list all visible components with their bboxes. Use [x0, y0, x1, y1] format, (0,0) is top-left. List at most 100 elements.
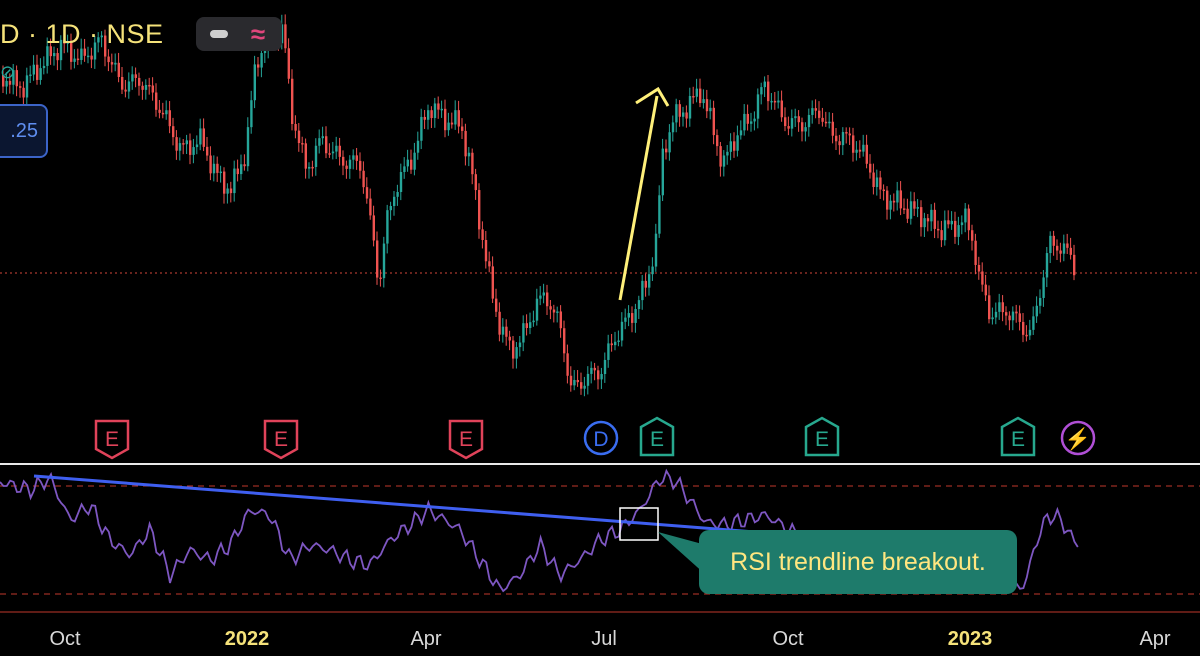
candle-body: [36, 64, 39, 80]
candle-body: [937, 228, 940, 231]
candle-body: [882, 189, 885, 192]
annotation-callout[interactable]: RSI trendline breakout.: [699, 530, 1017, 594]
candle-body: [66, 42, 69, 44]
candle-body: [964, 208, 967, 223]
wave-button[interactable]: ≈: [243, 21, 273, 47]
candle-body: [1039, 297, 1042, 306]
event-marker-shape: [804, 416, 840, 457]
event-marker-shape: [639, 416, 675, 457]
candle-body: [804, 127, 807, 132]
candle-body: [433, 103, 437, 119]
candle-body: [654, 233, 658, 267]
candle-body: [573, 379, 576, 386]
candle-body: [389, 206, 392, 211]
candle-body: [165, 110, 168, 115]
candle-body: [872, 172, 875, 188]
collapse-button[interactable]: [204, 21, 234, 47]
candle-body: [1035, 305, 1038, 317]
candle-body: [824, 121, 828, 124]
candle-body: [627, 313, 630, 318]
candle-body: [977, 264, 981, 272]
candle-body: [620, 321, 624, 341]
candle-body: [1028, 329, 1032, 336]
candle-body: [736, 135, 739, 151]
candle-body: [287, 48, 290, 79]
candle-body: [1005, 312, 1008, 316]
candle-body: [8, 80, 12, 85]
symbol-interval-exchange[interactable]: D · 1D · NSE: [0, 18, 164, 49]
candle-body: [1018, 313, 1021, 322]
indicator-toggle[interactable]: ≈: [195, 17, 282, 51]
minus-icon: [210, 30, 229, 38]
candle-body: [535, 298, 539, 321]
candle-body: [773, 100, 777, 103]
candle-body: [991, 317, 994, 320]
candle-body: [733, 141, 736, 151]
candle-body: [695, 88, 698, 97]
settings-glyph-icon[interactable]: ⊘: [0, 62, 16, 82]
candle-body: [158, 109, 161, 113]
event-marker-shape: [583, 420, 619, 456]
candle-body: [529, 322, 532, 329]
candle-body: [501, 326, 505, 335]
candle-body: [19, 86, 22, 88]
candle-body: [644, 280, 647, 288]
candle-body: [124, 89, 127, 92]
candle-body: [896, 190, 899, 203]
candle-body: [488, 261, 491, 267]
candle-body: [790, 118, 794, 129]
x-axis-label: 2022: [224, 628, 270, 650]
candle-body: [716, 135, 719, 147]
candle-body: [464, 130, 467, 157]
candle-body: [206, 146, 209, 156]
price-label-box: .25: [0, 104, 48, 158]
candle-body: [80, 48, 83, 60]
candle-body: [151, 85, 154, 93]
candle-body: [610, 343, 613, 346]
event-marker: E: [263, 419, 299, 460]
x-axis-label: Apr: [1139, 628, 1171, 650]
candle-body: [702, 99, 705, 104]
candle-body: [780, 100, 783, 118]
candle-body: [379, 277, 382, 280]
candle-body: [461, 126, 464, 131]
candle-body: [226, 188, 229, 194]
candle-body: [121, 76, 124, 90]
candle-body: [930, 209, 933, 222]
candle-body: [355, 155, 358, 161]
candle-body: [25, 75, 29, 98]
candle-body: [909, 201, 913, 219]
candle-body: [1056, 245, 1059, 251]
candle-body: [192, 147, 195, 155]
candle-body: [416, 140, 420, 153]
candle-body: [784, 117, 787, 127]
candle-body: [189, 140, 192, 155]
candle-body: [73, 58, 76, 62]
candle-body: [12, 70, 15, 85]
candle-body: [240, 164, 243, 175]
candle-body: [168, 110, 171, 127]
candle-body: [420, 116, 423, 141]
candle-body: [617, 340, 620, 343]
candle-body: [954, 220, 957, 237]
candle-body: [46, 46, 49, 66]
candle-body: [243, 164, 246, 167]
candle-body: [199, 128, 202, 145]
candle-body: [93, 42, 97, 60]
candle-body: [814, 108, 817, 111]
candle-body: [1025, 334, 1028, 337]
event-marker: ⚡: [1060, 420, 1096, 456]
candle-body: [331, 151, 335, 154]
candle-body: [440, 108, 443, 111]
candle-body: [797, 116, 800, 123]
candle-body: [583, 385, 586, 389]
event-marker-label: D: [593, 428, 608, 451]
candle-body: [56, 53, 59, 61]
candle-body: [760, 87, 763, 95]
candle-body: [141, 85, 144, 90]
candle-body: [821, 117, 824, 122]
candle-body: [692, 95, 695, 98]
candle-body: [811, 108, 814, 115]
candle-body: [202, 128, 205, 147]
